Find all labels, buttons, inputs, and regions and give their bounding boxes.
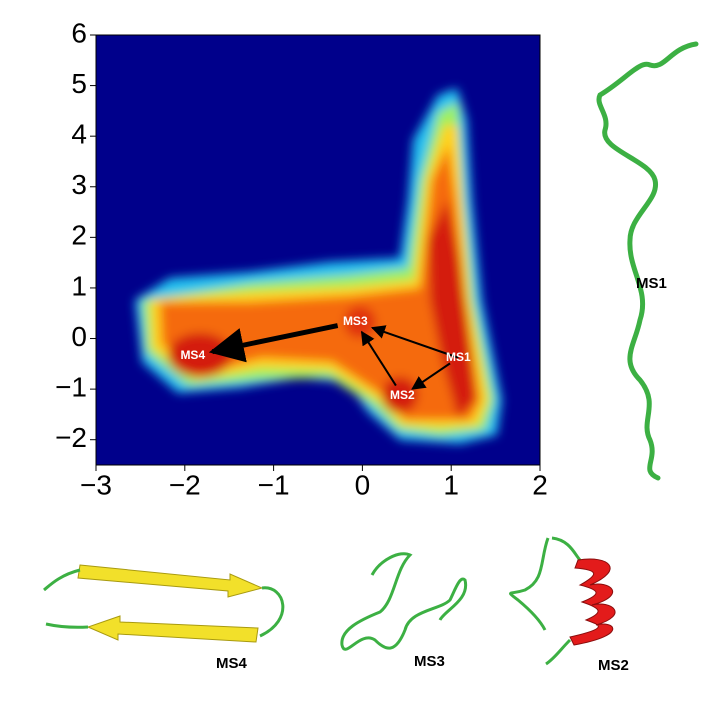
x-tick-label: −1 [258,469,290,500]
x-tick-label: 2 [532,469,548,500]
structure-label: MS2 [598,657,629,674]
state-label: MS2 [390,388,415,402]
transition-arrow [370,325,459,359]
transition-arrow [208,323,339,363]
ms4-loop [43,568,285,638]
contour-level [344,306,376,338]
structures [43,41,699,666]
structure-label: MS3 [414,653,445,670]
x-tick-label: −3 [80,469,112,500]
transition-arrow [411,362,451,390]
x-tick-label: 0 [355,469,371,500]
y-tick-label: 2 [71,220,87,251]
ms3-structure [340,552,468,651]
ms4-strand [77,564,264,598]
y-tick-label: 3 [71,169,87,200]
contour-level [382,377,418,413]
y-tick-label: 5 [71,68,87,99]
state-label: MS3 [343,314,368,328]
structure-label: MS1 [636,275,667,292]
x-tick-label: 1 [443,469,459,500]
contour-level [428,200,476,418]
ms1-structure [596,41,699,481]
state-label: MS1 [446,350,471,364]
y-tick-label: 6 [71,17,87,48]
x-tick-label: −2 [169,469,201,500]
ms2-helix [569,558,616,646]
y-tick-label: −2 [55,422,87,453]
state-label: MS4 [180,348,205,362]
plot-frame [95,34,541,466]
plot-area [96,35,540,465]
y-tick-label: 4 [71,119,87,150]
y-tick-label: −1 [55,372,87,403]
y-tick-label: 1 [71,270,87,301]
ms2-loop [509,536,582,666]
structure-label: MS4 [216,655,248,672]
y-tick-label: 0 [71,321,87,352]
ms4-strand [86,615,259,643]
transition-arrow [360,330,397,387]
